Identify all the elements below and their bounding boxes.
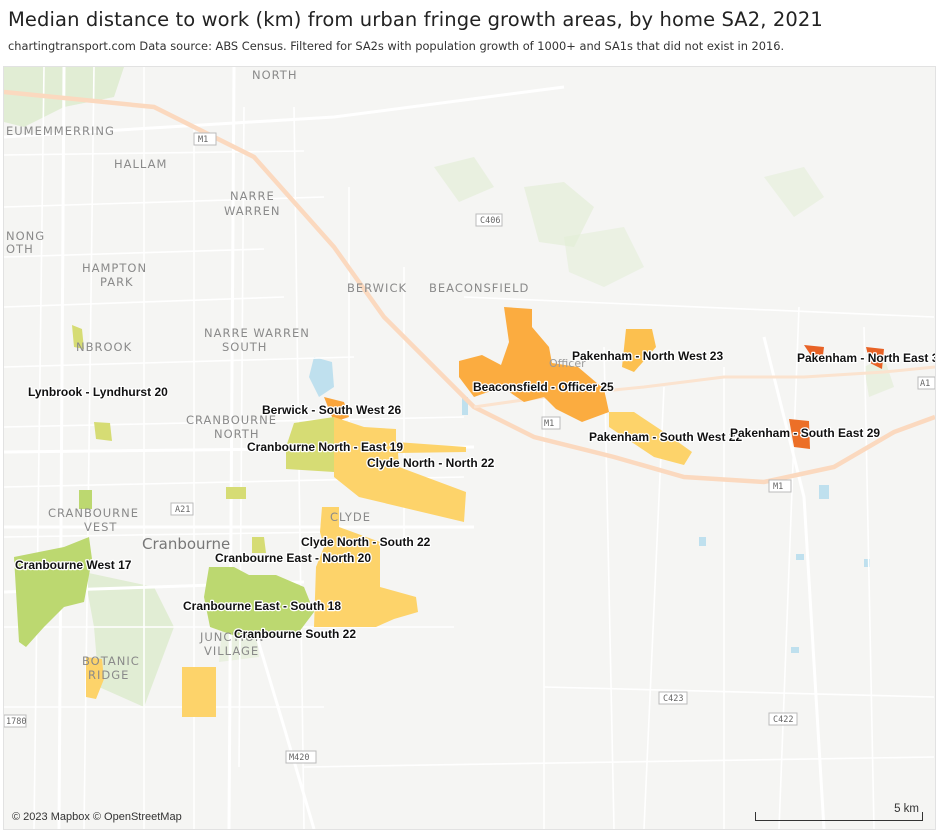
scale-bar: 5 km <box>755 803 923 821</box>
map-attribution[interactable]: © 2023 Mapbox © OpenStreetMap <box>12 811 182 823</box>
region-label: Beaconsfield - Officer 25 <box>473 380 614 394</box>
road-shield: C406 <box>480 216 500 226</box>
road-shield: C422 <box>773 715 793 725</box>
chart-subtitle: chartingtransport.com Data source: ABS C… <box>8 39 785 53</box>
region-pakenham-nw <box>622 329 656 372</box>
map-svg: NORTH EUMEMMERRING HALLAM NARRE WARREN N… <box>4 67 935 829</box>
road-shield: M1 <box>544 419 554 429</box>
place-label: EUMEMMERRING <box>6 124 115 138</box>
road-shield: M1 <box>198 135 208 145</box>
park-areas <box>4 67 894 707</box>
place-label: NARRE <box>230 189 275 203</box>
place-label: WARREN <box>224 204 280 218</box>
region-berwick-sw <box>324 397 349 422</box>
scale-bar-line <box>755 812 923 821</box>
place-label-officer: Officer <box>549 357 586 370</box>
place-label-cranbourne: Cranbourne <box>142 535 230 553</box>
region-clyde-north-north <box>334 417 466 522</box>
region-pakenham-se <box>789 419 810 449</box>
water-bodies <box>309 357 870 653</box>
region-label: Pakenham - South West 22 <box>589 430 742 444</box>
road-shield: M1 <box>773 482 783 492</box>
region-label: Cranbourne North - East 19 <box>247 440 403 454</box>
place-label: NARRE WARREN <box>204 326 310 340</box>
region-label: Clyde North - South 22 <box>301 535 431 549</box>
region-label: Cranbourne South 22 <box>234 627 356 641</box>
region-labels: Lynbrook - Lyndhurst 20 Berwick - South … <box>14 348 935 643</box>
place-label: PARK <box>100 275 134 289</box>
place-label: BOTANIC <box>82 654 140 668</box>
place-label: BEACONSFIELD <box>429 281 529 295</box>
region-label: Clyde North - North 22 <box>367 456 495 470</box>
region-cranbourne-west <box>14 537 92 647</box>
place-label: VILLAGE <box>204 644 259 658</box>
scale-bar-label: 5 km <box>894 803 919 815</box>
region-pakenham-ne <box>804 345 824 363</box>
place-label: OTH <box>6 242 34 256</box>
region-cranbourne-south <box>182 667 216 717</box>
place-label: HALLAM <box>114 157 167 171</box>
region-label: Pakenham - North West 23 <box>572 349 723 363</box>
region-label: Pakenham - North East 30 <box>797 351 935 365</box>
chart-title: Median distance to work (km) from urban … <box>8 8 823 31</box>
place-label: HAMPTON <box>82 261 147 275</box>
region-pakenham-sw <box>609 412 692 465</box>
road-shield: A21 <box>175 505 190 515</box>
region-cranbourne-east-north <box>226 487 246 499</box>
place-label: RIDGE <box>88 668 129 682</box>
region-clyde-north-south <box>314 507 418 627</box>
place-label: NONG <box>6 229 45 243</box>
road-shields: M1 C406 A21 M1 C423 C422 M420 1780 M1 A1 <box>4 132 935 764</box>
region-cranbourne-east-south <box>204 567 314 639</box>
region-label: Pakenham - South East 29 <box>730 426 880 440</box>
region-label: Cranbourne East - North 20 <box>215 551 371 565</box>
place-label: CLYDE <box>330 510 371 524</box>
region-label: Berwick - South West 26 <box>262 403 401 417</box>
region-beaconsfield-officer <box>459 307 609 422</box>
region-lynbrook <box>72 325 84 349</box>
place-label: NBROOK <box>76 340 132 354</box>
place-label: NORTH <box>252 68 297 82</box>
map-canvas[interactable]: NORTH EUMEMMERRING HALLAM NARRE WARREN N… <box>3 66 936 830</box>
growth-areas <box>14 307 884 717</box>
road-shield: M420 <box>289 753 309 763</box>
place-label: JUNCTION <box>199 630 265 644</box>
place-labels: NORTH EUMEMMERRING HALLAM NARRE WARREN N… <box>6 68 529 682</box>
motorway-m1 <box>4 89 935 485</box>
place-label: BERWICK <box>347 281 407 295</box>
road-shield: A1 <box>920 379 930 389</box>
place-label: SOUTH <box>222 340 267 354</box>
region-label: Cranbourne West 17 <box>15 558 132 572</box>
place-label: VEST <box>84 520 117 534</box>
place-label: NORTH <box>214 427 259 441</box>
region-cranbourne-north-east <box>286 417 334 472</box>
region-label: Lynbrook - Lyndhurst 20 <box>28 385 168 399</box>
road-shield: C423 <box>663 694 683 704</box>
region-label: Cranbourne East - South 18 <box>183 599 341 613</box>
place-label: CRANBOURNE <box>186 413 277 427</box>
place-label: CRANBOURNE <box>48 506 139 520</box>
road-shield: 1780 <box>6 717 26 727</box>
